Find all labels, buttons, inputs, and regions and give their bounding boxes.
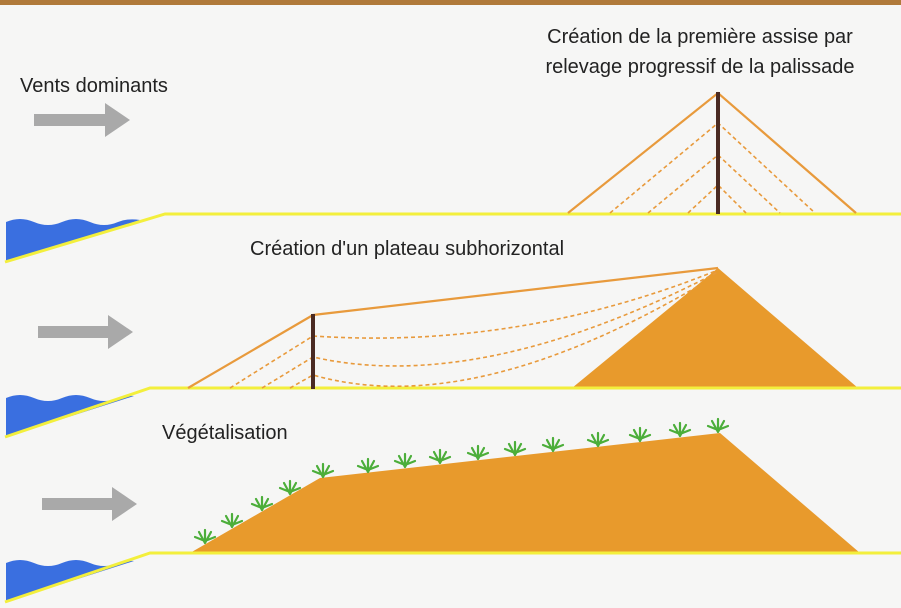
caption: Création de la première assise par bbox=[547, 26, 853, 48]
diagram: Vents dominants Création de la première … bbox=[0, 0, 901, 608]
page: Vents dominants Création de la première … bbox=[0, 0, 901, 608]
caption: Création d'un plateau subhorizontal bbox=[250, 238, 564, 260]
caption: Végétalisation bbox=[162, 422, 288, 444]
wind-label: Vents dominants bbox=[20, 75, 168, 97]
caption: relevage progressif de la palissade bbox=[545, 56, 854, 78]
top-strip bbox=[0, 0, 901, 5]
